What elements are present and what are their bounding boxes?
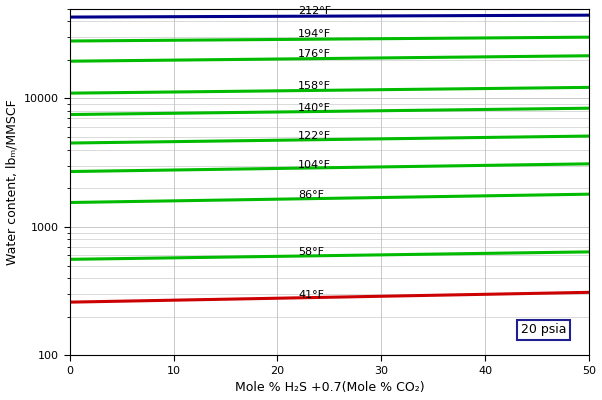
X-axis label: Mole % H₂S +0.7(Mole % CO₂): Mole % H₂S +0.7(Mole % CO₂) xyxy=(235,382,424,394)
Y-axis label: Water content, lbₘ/MMSCF: Water content, lbₘ/MMSCF xyxy=(5,99,19,265)
Text: 140°F: 140°F xyxy=(299,103,331,113)
Text: 158°F: 158°F xyxy=(299,81,331,91)
Text: 41°F: 41°F xyxy=(299,290,324,300)
Text: 122°F: 122°F xyxy=(299,131,332,141)
Text: 86°F: 86°F xyxy=(299,190,324,200)
Text: 212°F: 212°F xyxy=(299,6,332,16)
Text: 20 psia: 20 psia xyxy=(521,323,566,336)
Text: 104°F: 104°F xyxy=(299,160,331,170)
Text: 58°F: 58°F xyxy=(299,248,324,258)
Text: 176°F: 176°F xyxy=(299,49,331,59)
Text: 194°F: 194°F xyxy=(299,30,332,40)
